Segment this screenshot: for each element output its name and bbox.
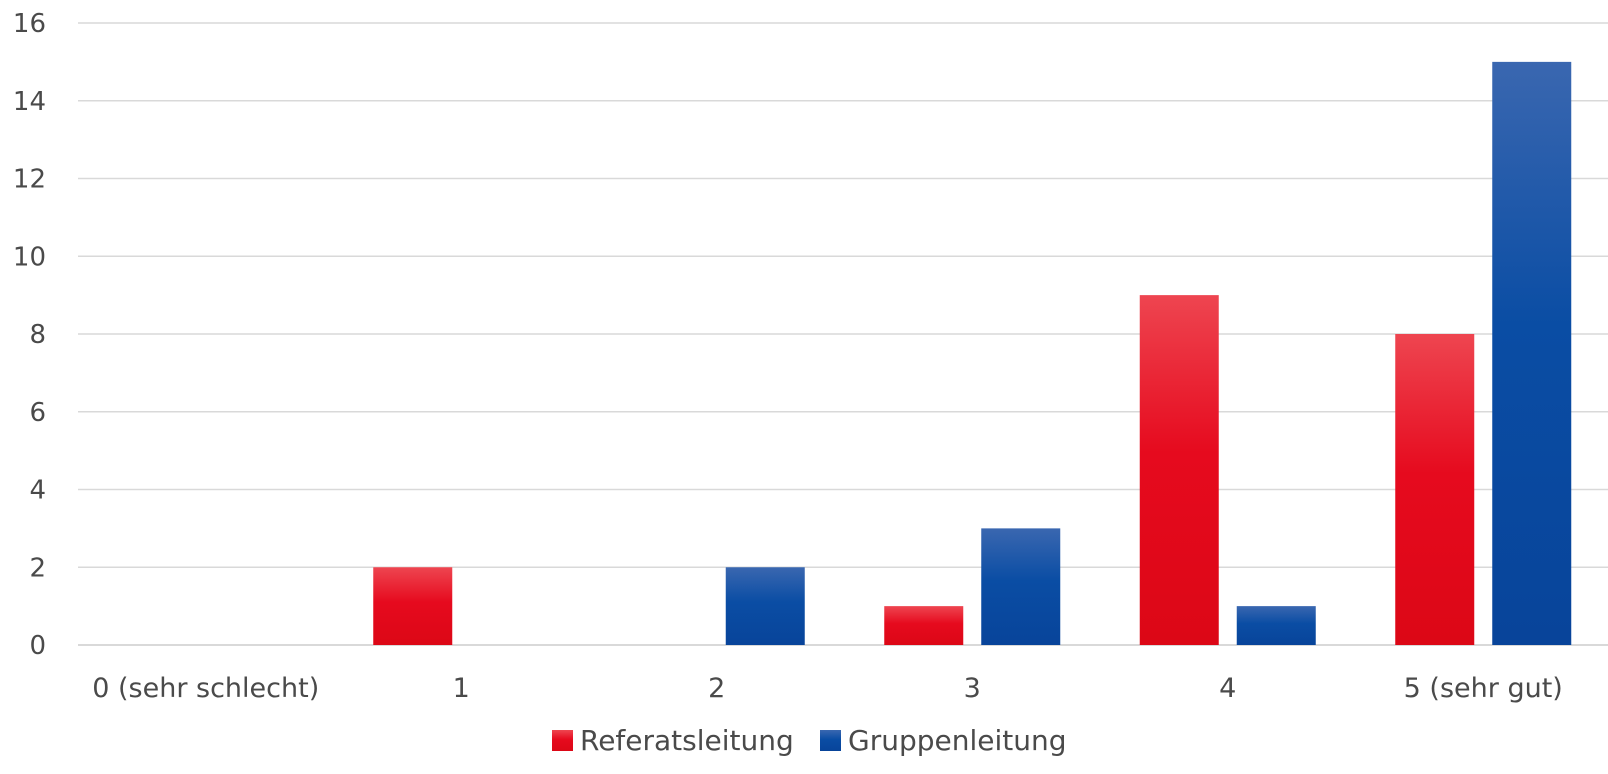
bar-referatsleitung-1 [373, 567, 453, 645]
bar-gruppenleitung-2 [725, 567, 805, 645]
y-tick-label: 14 [13, 87, 46, 117]
grid-lines [78, 22, 1608, 646]
y-tick-label: 4 [29, 476, 46, 506]
bar-gruppenleitung-5 [1492, 61, 1572, 645]
bar-gruppenleitung-4 [1236, 606, 1316, 645]
legend-item-gruppenleitung: Gruppenleitung [820, 724, 1067, 757]
legend: Referatsleitung Gruppenleitung [552, 724, 1067, 757]
bar-gruppenleitung-3 [981, 528, 1061, 645]
bar-referatsleitung-4 [1139, 295, 1219, 645]
y-tick-label: 6 [29, 398, 46, 428]
x-tick-label: 5 (sehr gut) [1404, 673, 1563, 704]
legend-swatch [552, 730, 573, 751]
x-tick-label: 0 (sehr schlecht) [92, 673, 319, 704]
bars [373, 61, 1572, 645]
x-tick-label: 3 [964, 673, 981, 704]
x-tick-label: 2 [708, 673, 725, 704]
x-axis: 0 (sehr schlecht) 1 2 3 4 5 (sehr gut) [92, 673, 1563, 704]
bar-referatsleitung-3 [884, 606, 964, 645]
y-tick-label: 8 [29, 320, 46, 350]
x-tick-label: 1 [453, 673, 470, 704]
legend-label: Gruppenleitung [848, 724, 1067, 757]
y-tick-label: 12 [13, 165, 46, 195]
y-tick-label: 0 [29, 631, 46, 661]
legend-swatch [820, 730, 841, 751]
y-tick-label: 10 [13, 242, 46, 272]
y-tick-label: 16 [13, 9, 46, 39]
y-axis: 0 2 4 6 8 10 12 14 16 [13, 9, 46, 661]
legend-item-referatsleitung: Referatsleitung [552, 724, 794, 757]
bar-referatsleitung-5 [1395, 334, 1475, 645]
legend-label: Referatsleitung [580, 724, 794, 757]
x-tick-label: 4 [1219, 673, 1236, 704]
y-tick-label: 2 [29, 553, 46, 583]
